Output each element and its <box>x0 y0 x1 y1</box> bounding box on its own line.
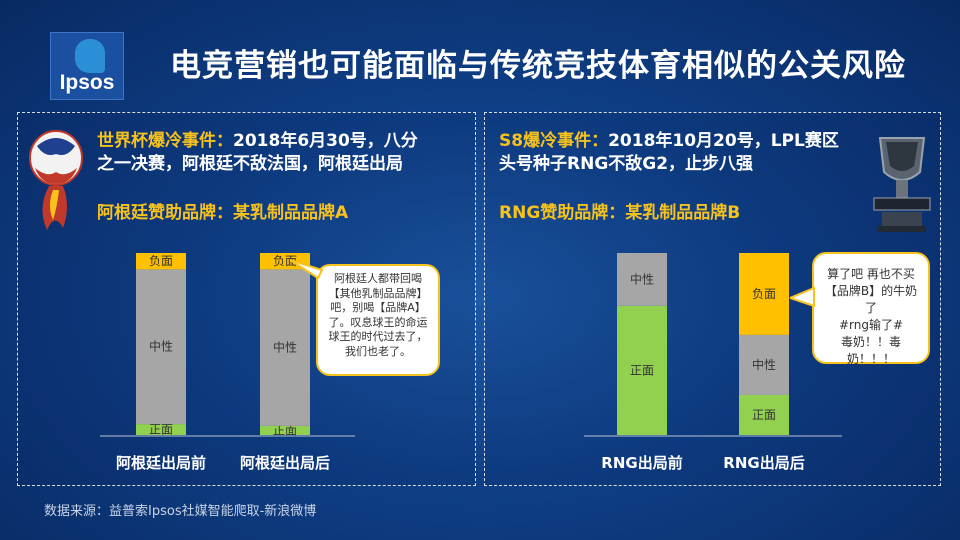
left-event-line1: 2018年6月30号，八分 <box>233 131 418 151</box>
s8-trophy-icon <box>873 137 931 232</box>
segment-label-0-1-2: 负面 <box>273 254 297 268</box>
bar-segment-1-1-0 <box>739 394 789 435</box>
segment-label-1-0-1: 中性 <box>630 271 654 286</box>
right-bubble-line: 奶！！！ <box>846 352 895 366</box>
left-event-label: 世界杯爆冷事件： <box>97 131 233 151</box>
left-event-text: 世界杯爆冷事件：2018年6月30号，八分 之一决赛，阿根廷不敌法国，阿根廷出局 <box>97 130 418 176</box>
bar-segment-0-1-1 <box>260 269 310 426</box>
right-bubble-line: 算了吧 再也不买 <box>827 267 915 281</box>
right-sponsor: RNG赞助品牌：某乳制品品牌B <box>499 203 741 223</box>
right-bubble-line: #rng输了# <box>838 318 904 332</box>
bar-segment-0-0-1 <box>136 269 186 425</box>
segment-label-1-1-1: 中性 <box>752 357 776 372</box>
segment-label-0-0-2: 负面 <box>149 254 173 268</box>
right-event-line2: 头号种子RNG不敌G2，止步八强 <box>499 154 754 174</box>
bar-segment-1-1-1 <box>739 334 789 395</box>
segment-label-0-1-1: 中性 <box>273 340 297 355</box>
bar-segment-0-0-0 <box>136 424 186 435</box>
left-event-line2: 之一决赛，阿根廷不敌法国，阿根廷出局 <box>97 154 403 174</box>
segment-label-0-0-0: 正面 <box>149 423 173 437</box>
left-sponsor: 阿根廷赞助品牌：某乳制品品牌A <box>97 203 349 223</box>
segment-label-1-1-0: 正面 <box>752 408 776 422</box>
left-bubble-line: 吧，别喝【品牌A】 <box>330 301 426 314</box>
bar-segment-1-0-0 <box>617 305 667 435</box>
left-bubble-tail-icon <box>290 259 324 280</box>
left-comment-bubble: 阿根廷人都带回喝 【其他乳制品品牌】 吧，别喝【品牌A】 了。叹息球王的命运 球… <box>316 264 440 376</box>
right-bubble-line: 【品牌B】的牛奶了 <box>824 284 918 315</box>
right-event-label: S8爆冷事件： <box>499 131 609 151</box>
category-label-1-1: RNG出局后 <box>723 454 804 472</box>
left-bubble-line: 【其他乳制品品牌】 <box>328 286 428 300</box>
logo-head-icon <box>75 39 105 73</box>
right-bubble-tail-icon <box>790 286 815 308</box>
logo-text: Ipsos <box>59 71 115 94</box>
bar-segment-0-1-0 <box>260 425 310 435</box>
ipsos-logo: Ipsos <box>50 32 124 100</box>
left-bubble-line: 球王的时代过去了， <box>328 330 428 343</box>
category-label-1-0: RNG出局前 <box>601 454 682 472</box>
bar-segment-0-0-2 <box>136 253 186 270</box>
right-comment-bubble: 算了吧 再也不买 【品牌B】的牛奶了 #rng输了# 毒奶！！毒 奶！！！ <box>812 252 930 366</box>
worldcup-mascot-icon <box>29 130 83 230</box>
category-label-0-1: 阿根廷出局后 <box>240 454 330 472</box>
data-source: 数据来源：益普索Ipsos社媒智能爬取-新浪微博 <box>44 504 317 519</box>
left-bubble-line: 了。叹息球王的命运 <box>328 315 428 329</box>
segment-label-0-1-0: 正面 <box>273 423 297 437</box>
left-bubble-line: 阿根廷人都带回喝 <box>334 272 422 285</box>
right-bubble-line: 毒奶！！毒 <box>840 335 901 349</box>
segment-label-0-0-1: 中性 <box>149 339 173 354</box>
bar-segment-1-0-1 <box>617 253 667 306</box>
segment-label-1-0-0: 正面 <box>630 363 654 377</box>
page-title: 电竞营销也可能面临与传统竞技体育相似的公关风险 <box>170 48 906 84</box>
left-bubble-line: 我们也老了。 <box>345 344 411 358</box>
category-label-0-0: 阿根廷出局前 <box>116 454 206 472</box>
right-event-line1: 2018年10月20号，LPL赛区 <box>608 131 839 151</box>
right-event-text: S8爆冷事件：2018年10月20号，LPL赛区 头号种子RNG不敌G2，止步八… <box>499 130 839 176</box>
segment-label-1-1-2: 负面 <box>752 287 776 301</box>
bar-segment-1-1-2 <box>739 253 789 335</box>
